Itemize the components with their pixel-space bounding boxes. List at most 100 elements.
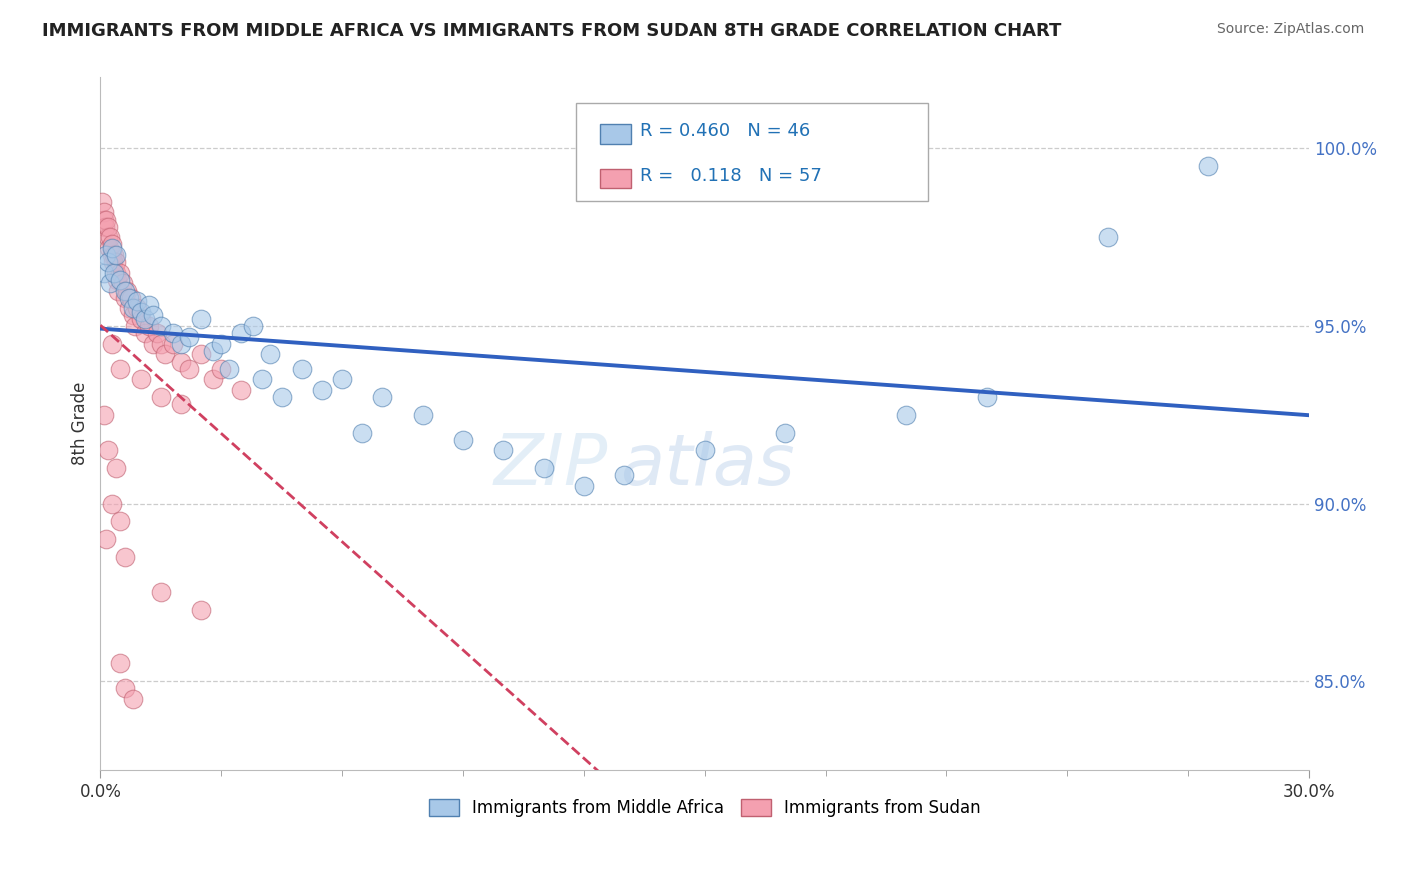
- Point: [330, 372, 353, 386]
- Point: [110, 657, 132, 671]
- Point: [115, 284, 138, 298]
- Point: [270, 390, 292, 404]
- Point: [98, 241, 121, 255]
- Point: [117, 301, 139, 316]
- Point: [231, 383, 253, 397]
- Point: [259, 347, 281, 361]
- Point: [138, 319, 160, 334]
- Point: [101, 336, 124, 351]
- Point: [97, 219, 120, 234]
- Point: [613, 468, 636, 483]
- Point: [125, 301, 148, 316]
- Point: [114, 549, 136, 564]
- Point: [97, 443, 120, 458]
- Point: [101, 241, 124, 255]
- Point: [107, 284, 129, 298]
- Point: [96, 212, 118, 227]
- Point: [101, 497, 124, 511]
- Point: [190, 347, 212, 361]
- Point: [101, 237, 124, 252]
- Point: [451, 433, 474, 447]
- Point: [103, 248, 125, 262]
- Point: [129, 305, 152, 319]
- Point: [218, 361, 240, 376]
- Point: [134, 312, 156, 326]
- Point: [93, 266, 115, 280]
- Point: [105, 255, 128, 269]
- Point: [202, 372, 225, 386]
- Point: [250, 372, 273, 386]
- Legend: Immigrants from Middle Africa, Immigrants from Sudan: Immigrants from Middle Africa, Immigrant…: [422, 792, 987, 824]
- Point: [100, 230, 122, 244]
- Point: [190, 312, 212, 326]
- Point: [492, 443, 515, 458]
- Point: [149, 390, 172, 404]
- Point: [153, 347, 176, 361]
- Point: [114, 681, 136, 696]
- Point: [125, 294, 148, 309]
- Point: [103, 266, 125, 280]
- Point: [162, 326, 184, 340]
- Point: [93, 212, 115, 227]
- Point: [110, 361, 132, 376]
- Point: [120, 291, 142, 305]
- Point: [114, 284, 136, 298]
- Point: [1197, 159, 1219, 173]
- Point: [209, 336, 232, 351]
- Point: [114, 291, 136, 305]
- Point: [412, 408, 434, 422]
- Point: [100, 277, 122, 291]
- Point: [110, 515, 132, 529]
- Point: [190, 603, 212, 617]
- Point: [162, 336, 184, 351]
- Point: [896, 408, 918, 422]
- Point: [93, 205, 115, 219]
- Point: [134, 326, 156, 340]
- Point: [170, 397, 193, 411]
- Point: [124, 319, 146, 334]
- Point: [110, 273, 132, 287]
- Point: [291, 361, 314, 376]
- Point: [533, 461, 555, 475]
- Point: [97, 255, 120, 269]
- Text: R =   0.118   N = 57: R = 0.118 N = 57: [640, 167, 821, 185]
- Point: [129, 312, 152, 326]
- Point: [121, 301, 143, 316]
- Point: [129, 372, 152, 386]
- Point: [142, 336, 165, 351]
- Point: [104, 266, 127, 280]
- Text: ZIP: ZIP: [494, 431, 607, 500]
- Point: [177, 361, 200, 376]
- Point: [242, 319, 264, 334]
- Point: [775, 425, 797, 440]
- Point: [111, 277, 134, 291]
- Point: [371, 390, 394, 404]
- Point: [103, 255, 125, 269]
- Point: [110, 266, 132, 280]
- Point: [121, 692, 143, 706]
- Point: [145, 326, 167, 340]
- Text: Source: ZipAtlas.com: Source: ZipAtlas.com: [1216, 22, 1364, 37]
- Point: [94, 219, 117, 234]
- Y-axis label: 8th Grade: 8th Grade: [72, 382, 89, 466]
- Point: [202, 343, 225, 358]
- Point: [1097, 230, 1119, 244]
- Text: R = 0.460   N = 46: R = 0.460 N = 46: [640, 122, 810, 140]
- Point: [105, 461, 128, 475]
- Point: [93, 408, 115, 422]
- Point: [149, 319, 172, 334]
- Point: [170, 354, 193, 368]
- Text: atlas: atlas: [620, 431, 794, 500]
- Point: [572, 479, 595, 493]
- Point: [91, 194, 114, 209]
- Point: [105, 248, 128, 262]
- Point: [117, 291, 139, 305]
- Point: [231, 326, 253, 340]
- Point: [121, 309, 143, 323]
- Point: [100, 248, 122, 262]
- Point: [170, 336, 193, 351]
- Point: [209, 361, 232, 376]
- Point: [97, 230, 120, 244]
- Text: IMMIGRANTS FROM MIDDLE AFRICA VS IMMIGRANTS FROM SUDAN 8TH GRADE CORRELATION CHA: IMMIGRANTS FROM MIDDLE AFRICA VS IMMIGRA…: [42, 22, 1062, 40]
- Point: [138, 298, 160, 312]
